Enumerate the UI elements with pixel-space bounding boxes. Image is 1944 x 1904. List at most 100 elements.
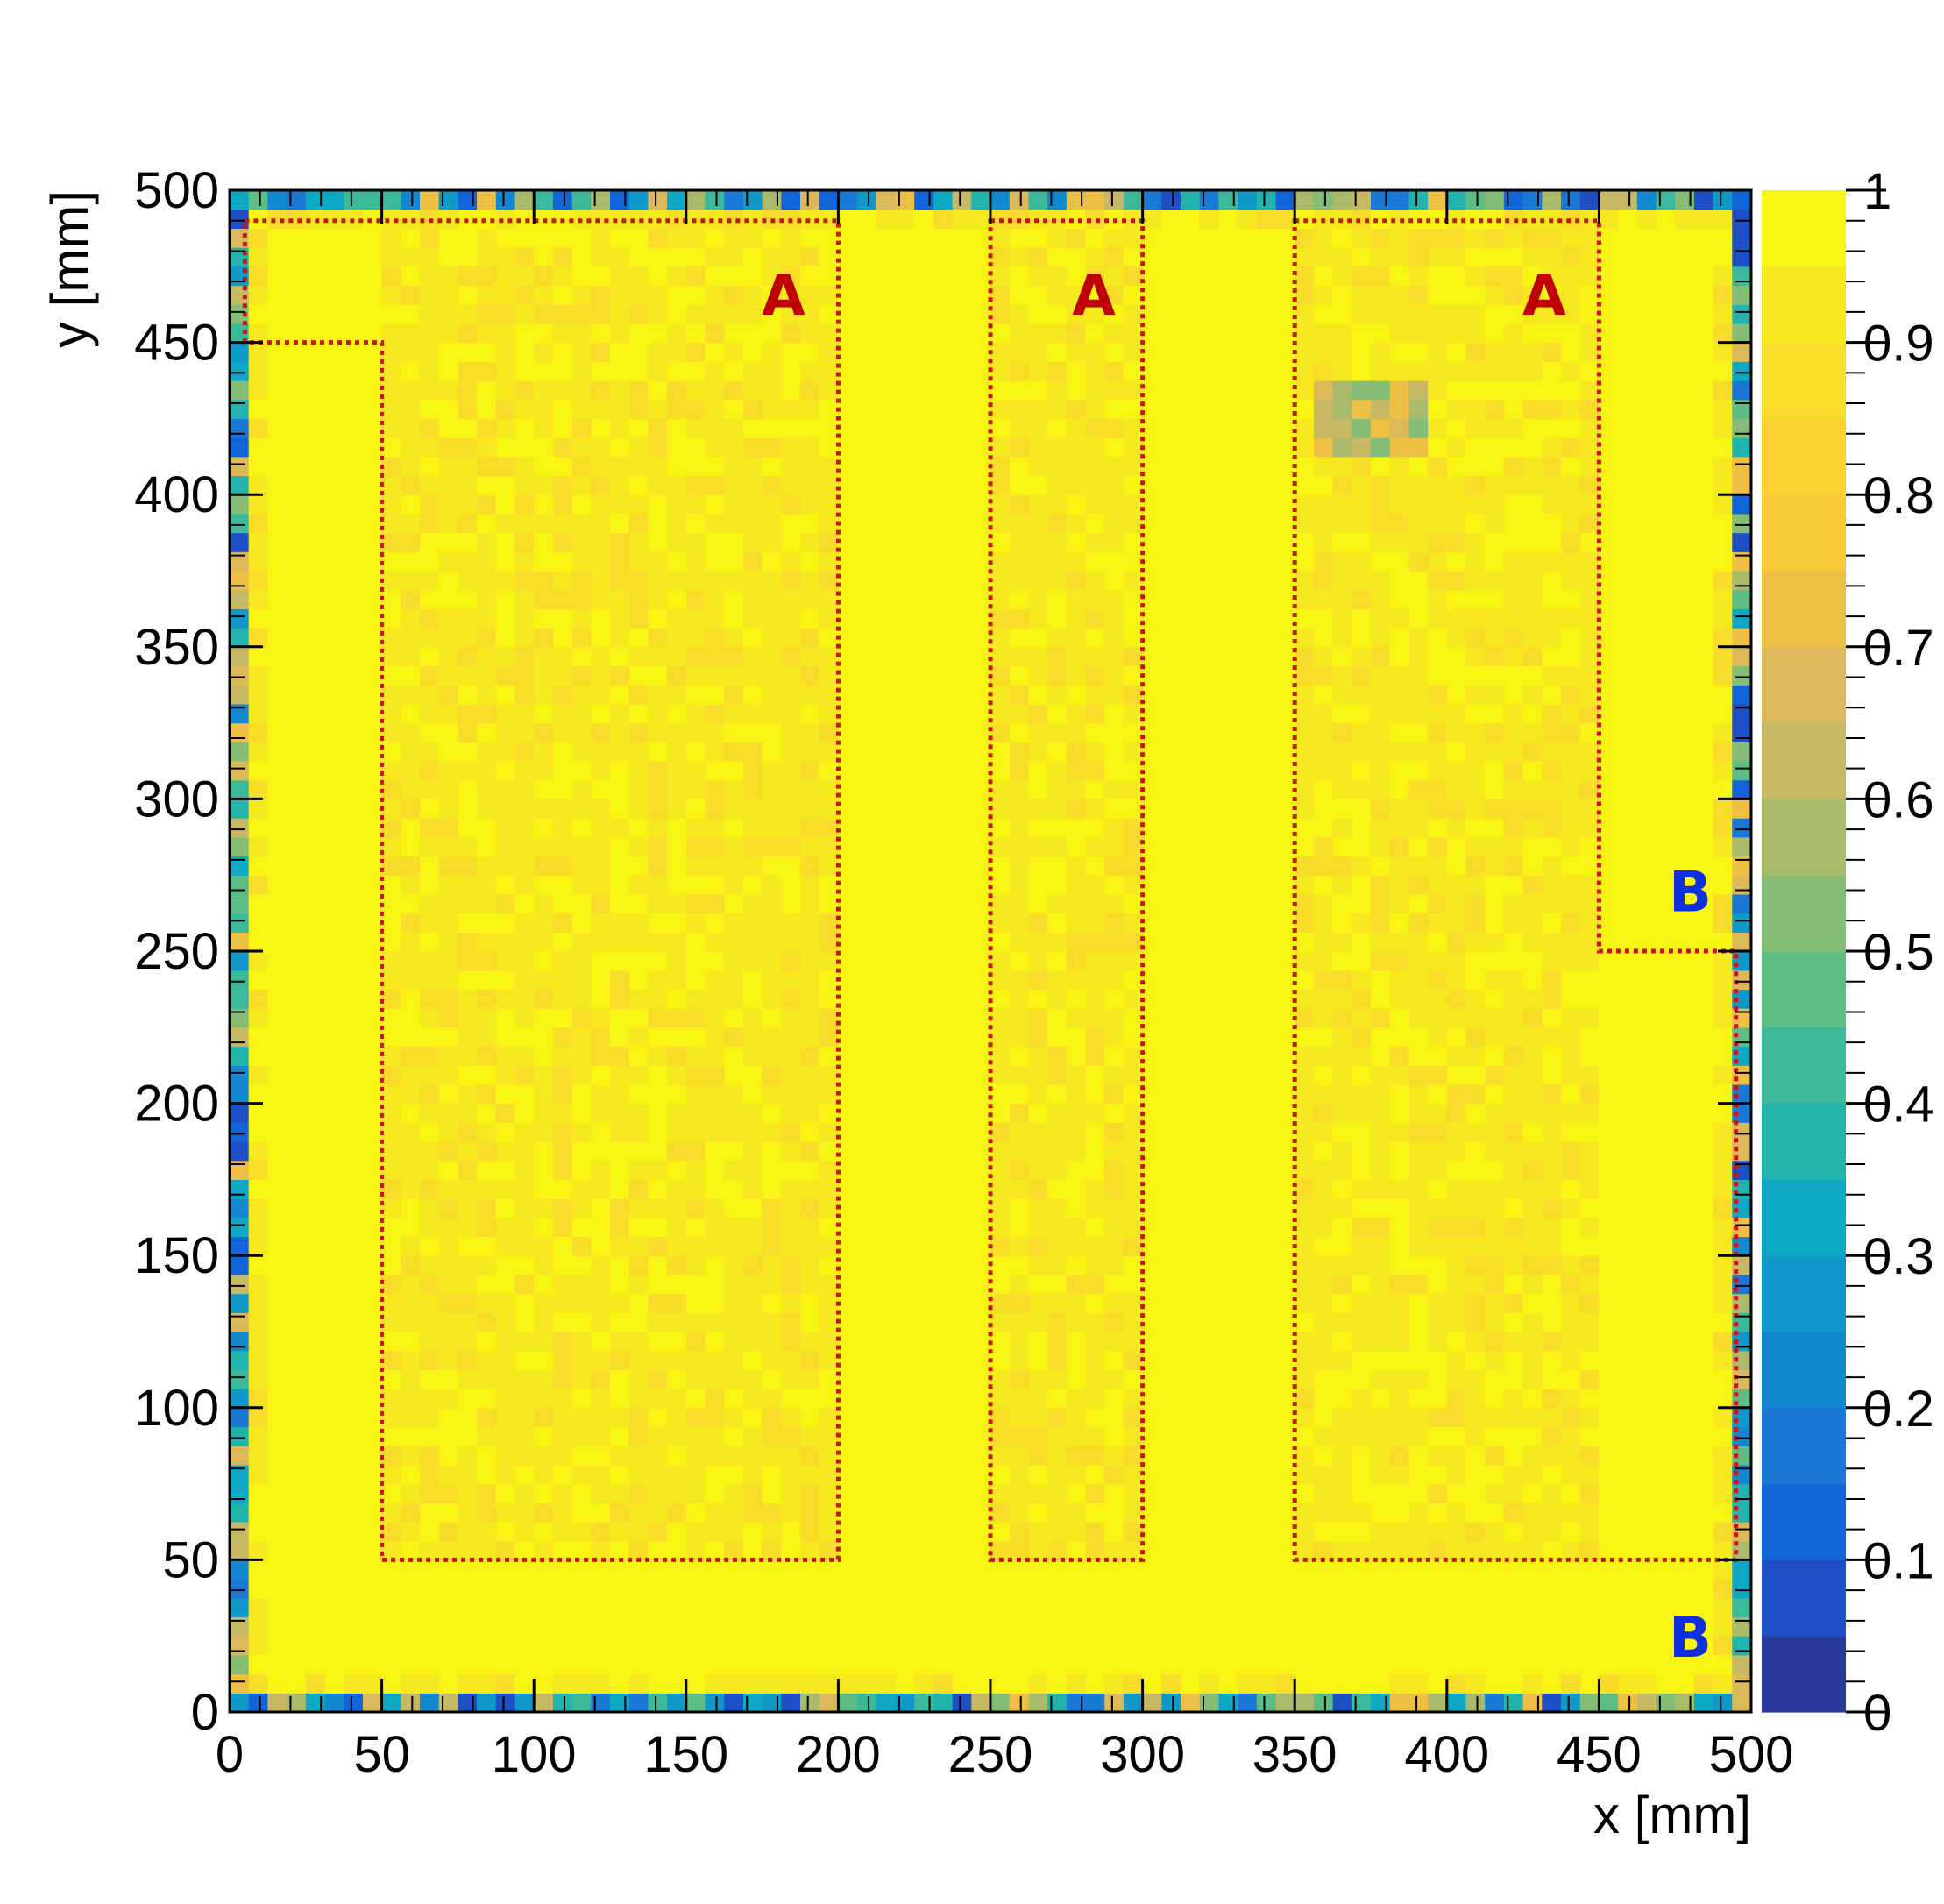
heatmap-cell (819, 475, 839, 495)
heatmap-cell (514, 494, 535, 515)
heatmap-cell (381, 1636, 401, 1656)
heatmap-cell (1295, 685, 1315, 705)
heatmap-cell (230, 628, 250, 648)
heatmap-cell (1047, 1503, 1068, 1523)
heatmap-cell (438, 665, 458, 686)
heatmap-cell (1389, 1350, 1409, 1370)
heatmap-cell (362, 722, 383, 742)
heatmap-cell (1085, 1198, 1105, 1218)
heatmap-cell (1199, 1236, 1219, 1256)
heatmap-cell (438, 1160, 458, 1180)
heatmap-cell (1199, 856, 1219, 876)
heatmap-cell (344, 646, 364, 667)
heatmap-cell (857, 1255, 877, 1275)
heatmap-cell (267, 1350, 287, 1370)
heatmap-cell (1371, 1027, 1391, 1048)
heatmap-cell (990, 1312, 1011, 1332)
heatmap-cell (857, 779, 877, 799)
heatmap-cell (705, 779, 725, 799)
heatmap-cell (230, 799, 250, 819)
heatmap-cell (1085, 1179, 1105, 1199)
heatmap-cell (1104, 932, 1125, 952)
heatmap-cell (287, 1332, 307, 1352)
heatmap-cell (648, 970, 668, 990)
heatmap-cell (1123, 323, 1144, 344)
heatmap-cell (1161, 1522, 1181, 1542)
heatmap-cell (971, 893, 991, 914)
heatmap-cell (381, 856, 401, 876)
heatmap-cell (324, 665, 344, 686)
heatmap-cell (438, 380, 458, 401)
heatmap-cell (1161, 1046, 1181, 1066)
heatmap-cell (1199, 1312, 1219, 1332)
heatmap-cell (1332, 1217, 1352, 1238)
heatmap-cell (1161, 1027, 1181, 1048)
heatmap-cell (324, 1597, 344, 1618)
heatmap-cell (458, 589, 478, 609)
heatmap-cell (267, 856, 287, 876)
heatmap-cell (628, 456, 649, 477)
heatmap-cell (344, 1673, 364, 1694)
heatmap-cell (267, 1027, 287, 1048)
heatmap-cell (1028, 779, 1048, 799)
heatmap-cell (838, 589, 858, 609)
heatmap-cell (267, 1008, 287, 1028)
heatmap-cell (552, 1503, 573, 1523)
heatmap-cell (781, 1179, 801, 1199)
heatmap-cell (401, 209, 421, 229)
heatmap-cell (305, 228, 326, 248)
heatmap-cell (1313, 513, 1334, 534)
heatmap-cell (800, 323, 820, 344)
heatmap-cell (1047, 361, 1068, 381)
heatmap-cell (514, 1369, 535, 1389)
heatmap-cell (514, 342, 535, 362)
heatmap-cell (648, 1103, 668, 1123)
heatmap-cell (781, 532, 801, 552)
heatmap-cell (762, 1122, 782, 1142)
heatmap-cell (1275, 1236, 1295, 1256)
heatmap-cell (420, 875, 440, 895)
heatmap-cell (667, 893, 687, 914)
heatmap-cell (1389, 323, 1409, 344)
heatmap-cell (344, 1597, 364, 1618)
heatmap-cell (305, 1103, 326, 1123)
heatmap-cell (952, 1274, 972, 1295)
heatmap-cell (667, 913, 687, 933)
heatmap-cell (762, 1274, 782, 1295)
heatmap-cell (267, 418, 287, 438)
heatmap-cell (1313, 1407, 1334, 1428)
heatmap-cell (648, 1027, 668, 1048)
heatmap-cell (819, 1350, 839, 1370)
heatmap-cell (857, 703, 877, 724)
heatmap-cell (610, 209, 630, 229)
heatmap-cell (628, 1559, 649, 1580)
heatmap-cell (781, 1407, 801, 1428)
heatmap-cell (381, 209, 401, 229)
heatmap-cell (401, 1616, 421, 1637)
heatmap-cell (819, 323, 839, 344)
heatmap-cell (420, 1654, 440, 1675)
heatmap-cell (724, 1122, 744, 1142)
heatmap-cell (610, 779, 630, 799)
heatmap-cell (762, 742, 782, 762)
heatmap-cell (838, 799, 858, 819)
heatmap-cell (230, 779, 250, 799)
heatmap-cell (1352, 513, 1372, 534)
heatmap-cell (1142, 913, 1162, 933)
heatmap-cell (914, 1693, 934, 1713)
heatmap-cell (514, 1522, 535, 1542)
heatmap-cell (344, 1616, 364, 1637)
heatmap-cell (705, 1255, 725, 1275)
heatmap-cell (287, 532, 307, 552)
heatmap-cell (267, 1673, 287, 1694)
heatmap-cell (762, 1160, 782, 1180)
heatmap-cell (1104, 1407, 1125, 1428)
heatmap-cell (458, 266, 478, 287)
heatmap-cell (667, 1293, 687, 1313)
heatmap-cell (1199, 1274, 1219, 1295)
heatmap-cell (952, 456, 972, 477)
heatmap-cell (1352, 913, 1372, 933)
heatmap-cell (230, 1122, 250, 1142)
heatmap-cell (1104, 1426, 1125, 1446)
heatmap-cell (438, 266, 458, 287)
